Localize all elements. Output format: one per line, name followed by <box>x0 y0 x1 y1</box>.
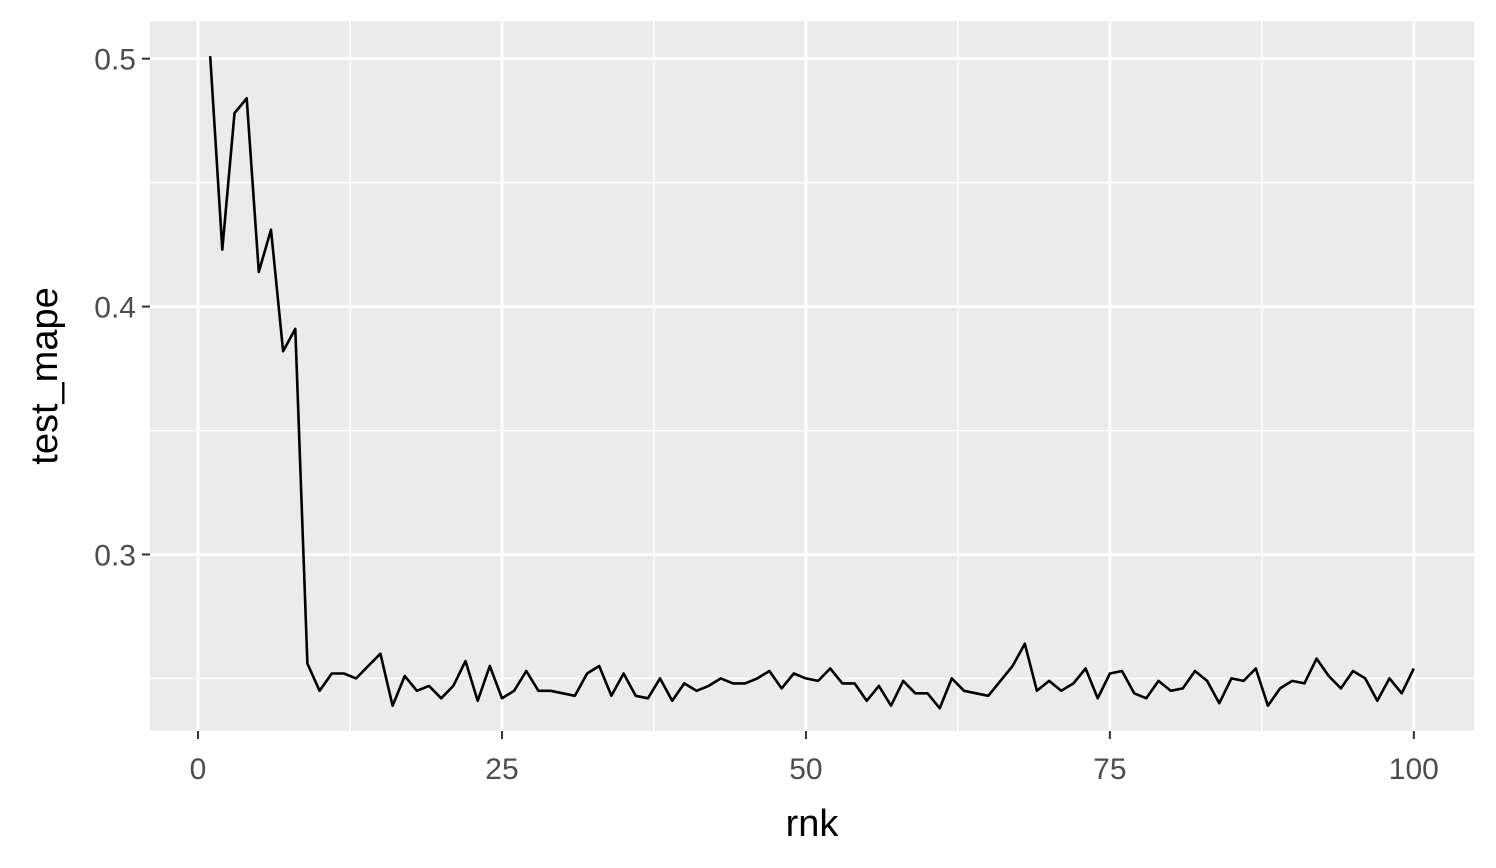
x-tick-label: 75 <box>1093 753 1126 786</box>
y-axis-title: test_mape <box>24 287 66 464</box>
x-tick-label: 25 <box>485 753 518 786</box>
x-axis-title: rnk <box>786 803 840 845</box>
y-tick-label: 0.4 <box>94 292 136 325</box>
major-gridlines <box>150 21 1474 731</box>
y-tick-label: 0.5 <box>94 44 136 77</box>
x-tick-label: 50 <box>789 753 822 786</box>
y-tick-label: 0.3 <box>94 539 136 572</box>
x-axis: 0 25 50 75 100 <box>190 731 1439 786</box>
y-axis: 0.3 0.4 0.5 <box>94 44 150 572</box>
x-tick-label: 100 <box>1389 753 1439 786</box>
series-line <box>208 56 1415 710</box>
plot-panel <box>150 21 1474 731</box>
x-tick-label: 0 <box>190 753 207 786</box>
